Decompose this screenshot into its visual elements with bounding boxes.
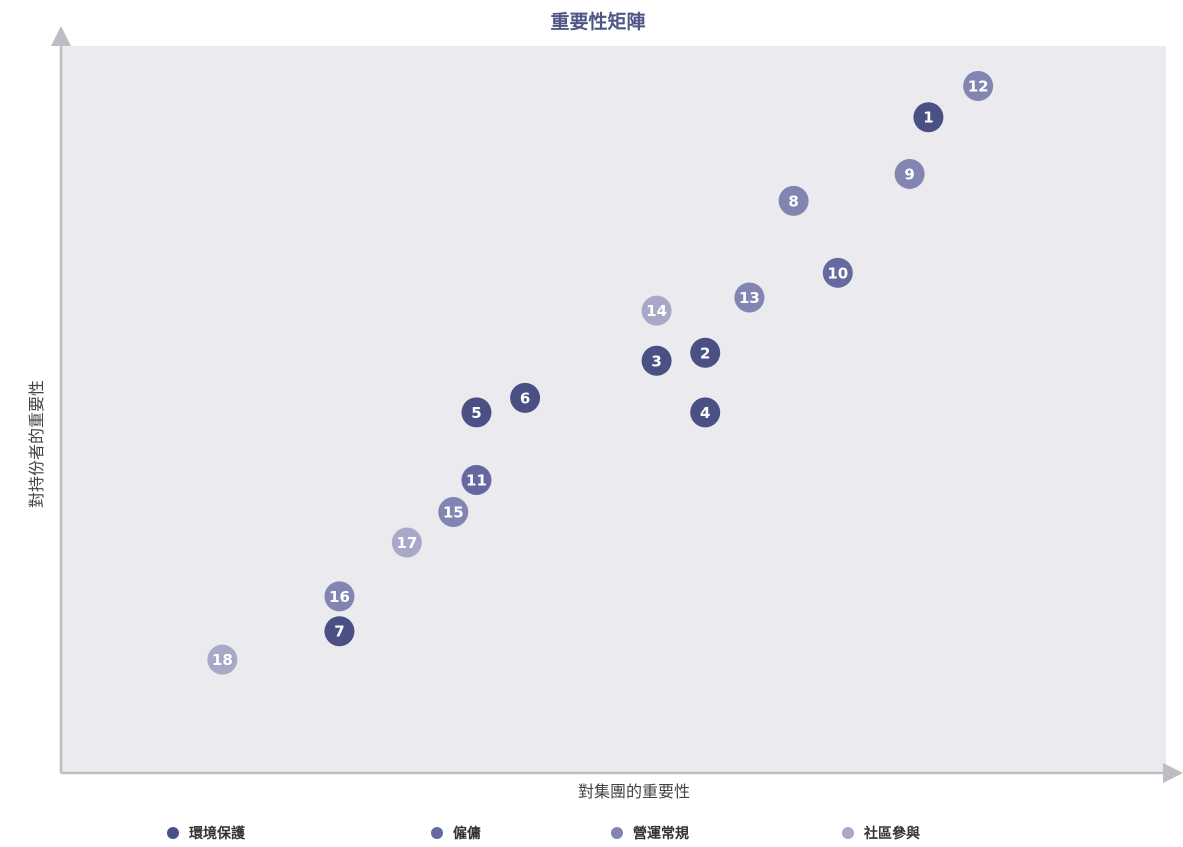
data-point-12: 12: [963, 70, 994, 101]
legend-swatch: [842, 827, 854, 839]
legend-swatch: [167, 827, 179, 839]
x-axis-label: 對集團的重要性: [578, 782, 690, 801]
data-point-marker: [391, 527, 422, 558]
plot-area: [61, 46, 1166, 773]
data-point-marker: [461, 465, 492, 496]
data-point-marker: [963, 70, 994, 101]
data-point-6: 6: [510, 382, 541, 413]
data-point-label: 7: [334, 623, 344, 641]
legend-label: 社區參與: [864, 826, 920, 842]
chart-title: 重要性矩陣: [550, 10, 645, 33]
data-point-label: 1: [923, 109, 933, 127]
data-point-label: 17: [396, 534, 417, 552]
data-point-marker: [734, 282, 765, 313]
data-point-label: 6: [520, 389, 530, 407]
legend-item: 社區參與: [842, 823, 920, 843]
legend-label: 僱傭: [453, 826, 481, 842]
data-point-16: 16: [324, 581, 355, 612]
data-point-14: 14: [641, 295, 672, 326]
data-point-marker: [324, 581, 355, 612]
data-point-label: 3: [651, 352, 661, 370]
data-point-label: 13: [739, 289, 760, 307]
data-point-label: 15: [443, 504, 464, 522]
data-point-marker: [641, 295, 672, 326]
data-point-label: 5: [471, 404, 481, 422]
legend-swatch: [611, 827, 623, 839]
data-point-marker: [690, 397, 721, 428]
y-axis-label: 對持份者的重要性: [27, 380, 46, 508]
legend-item: 僱傭: [431, 823, 481, 843]
data-point-marker: [641, 345, 672, 376]
data-point-label: 8: [788, 192, 798, 210]
data-point-15: 15: [438, 497, 469, 528]
data-point-marker: [690, 337, 721, 368]
data-point-label: 11: [466, 472, 487, 490]
y-axis-arrow: [51, 26, 71, 46]
data-point-marker: [207, 644, 238, 675]
legend-label: 環境保護: [189, 826, 245, 842]
data-point-5: 5: [461, 397, 492, 428]
data-point-18: 18: [207, 644, 238, 675]
data-point-3: 3: [641, 345, 672, 376]
data-point-label: 4: [700, 404, 710, 422]
data-point-label: 10: [827, 264, 848, 282]
data-point-marker: [438, 497, 469, 528]
x-axis-arrow: [1163, 763, 1183, 783]
legend: 環境保護 僱傭 營運常規 社區參與: [0, 823, 1183, 845]
data-point-13: 13: [734, 282, 765, 313]
data-point-marker: [510, 382, 541, 413]
data-point-8: 8: [778, 185, 809, 216]
legend-swatch: [431, 827, 443, 839]
legend-label: 營運常規: [633, 826, 689, 842]
data-point-marker: [822, 257, 853, 288]
data-point-4: 4: [690, 397, 721, 428]
data-point-9: 9: [894, 158, 925, 189]
legend-item: 營運常規: [611, 823, 689, 843]
data-point-marker: [461, 397, 492, 428]
data-point-1: 1: [913, 102, 944, 133]
data-point-label: 12: [968, 77, 989, 95]
data-point-label: 18: [212, 651, 233, 669]
data-point-label: 16: [329, 588, 350, 606]
data-point-label: 14: [646, 302, 667, 320]
data-point-2: 2: [690, 337, 721, 368]
data-point-marker: [913, 102, 944, 133]
data-point-marker: [778, 185, 809, 216]
data-point-11: 11: [461, 465, 492, 496]
data-point-10: 10: [822, 257, 853, 288]
data-point-label: 9: [904, 165, 914, 183]
legend-item: 環境保護: [167, 823, 245, 843]
data-point-17: 17: [391, 527, 422, 558]
data-point-marker: [894, 158, 925, 189]
data-point-label: 2: [700, 344, 710, 362]
data-point-marker: [324, 616, 355, 647]
data-point-7: 7: [324, 616, 355, 647]
